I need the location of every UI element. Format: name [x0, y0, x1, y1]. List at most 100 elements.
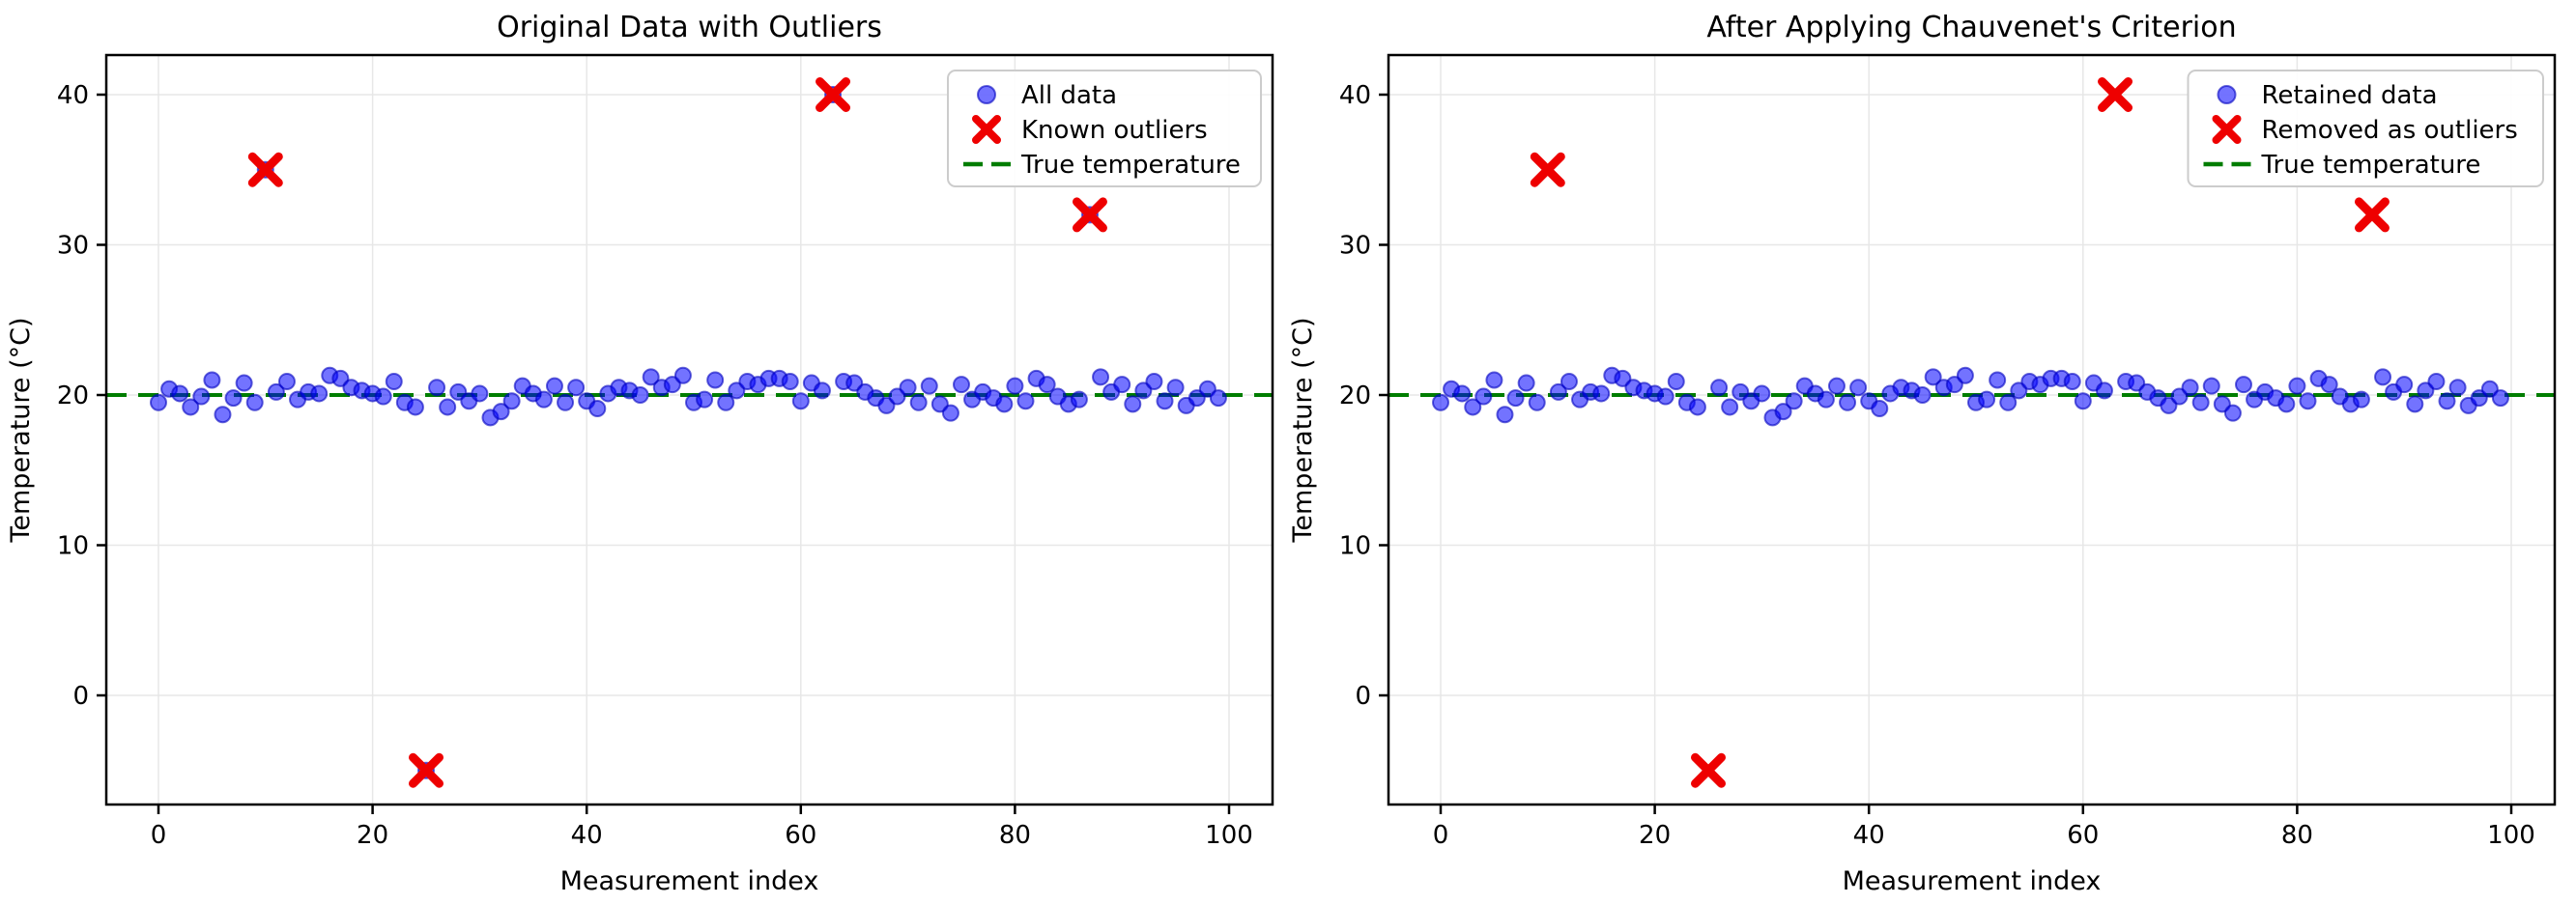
legend-label: True temperature: [1020, 151, 1241, 180]
y-tick-label: 0: [1355, 682, 1371, 711]
axes-frame: [104, 53, 1274, 806]
data-point: [696, 390, 714, 409]
original-data-chart: 0 20 40 60 80 100 0 10 20 30 40 Original Data with …: [6, 11, 1274, 896]
data-point: [2374, 368, 2392, 386]
y-tick-label: 10: [57, 532, 89, 561]
x-marker: [2354, 197, 2390, 233]
data-point: [2427, 373, 2446, 391]
y-tick-label: 30: [1339, 232, 1371, 261]
data-point: [909, 393, 928, 411]
y-tick-label: 20: [1339, 381, 1371, 410]
data-point: [2202, 377, 2220, 395]
data-point: [235, 374, 253, 392]
x-tick-label: 80: [2281, 821, 2313, 850]
data-point: [2191, 393, 2210, 411]
data-point: [428, 379, 446, 397]
data-point: [1113, 376, 1131, 394]
data-point: [1871, 399, 1889, 417]
data-point: [245, 393, 264, 411]
data-point: [1774, 403, 1792, 421]
data-point: [953, 376, 970, 394]
y-tick-label: 40: [1339, 81, 1371, 110]
y-axis-ticks: 0 10 20 30 40: [57, 81, 106, 711]
x-tick-label: 60: [785, 821, 816, 850]
data-point: [374, 387, 392, 406]
outlier-markers: [1530, 77, 2390, 788]
data-point: [673, 366, 692, 384]
data-point: [1016, 392, 1035, 410]
y-axis-label: Temperature (°C): [1288, 317, 1318, 543]
legend-circle-marker: [2217, 85, 2237, 104]
data-point: [567, 379, 586, 397]
x-tick-label: 100: [2487, 821, 2535, 850]
x-tick-label: 0: [151, 821, 167, 850]
data-point: [1560, 373, 1578, 391]
data-point: [192, 387, 211, 406]
chauvenet-chart: 0 20 40 60 80 100 0 10 20 30 40 After Applying Chau…: [1288, 11, 2557, 896]
y-tick-label: 0: [72, 682, 89, 711]
data-point: [791, 392, 810, 410]
data-point: [2063, 373, 2081, 391]
data-point: [1485, 371, 1503, 389]
data-point: [2181, 379, 2199, 397]
data-point: [1989, 371, 2007, 389]
data-point: [588, 399, 607, 417]
data-point: [385, 373, 403, 391]
y-tick-label: 10: [1339, 532, 1371, 561]
data-point: [1688, 398, 1706, 416]
x-tick-label: 20: [357, 821, 388, 850]
x-marker: [409, 752, 444, 788]
data-point: [1667, 373, 1685, 391]
x-axis-label: Measurement index: [1843, 866, 2102, 896]
data-point: [1166, 379, 1185, 397]
outlier-markers: [247, 77, 1107, 788]
data-point: [471, 384, 489, 403]
data-point: [545, 377, 563, 395]
x-axis-ticks: 0 20 40 60 80 100: [1433, 805, 2535, 850]
legend-label: True temperature: [2261, 151, 2481, 180]
data-point: [2095, 381, 2113, 400]
data-point: [277, 373, 296, 391]
data-point: [1978, 390, 1996, 409]
data-point: [2235, 376, 2252, 394]
data-point: [1839, 393, 1857, 411]
x-tick-label: 0: [1433, 821, 1449, 850]
data-point: [310, 384, 329, 403]
data-point: [781, 373, 799, 391]
x-tick-label: 40: [571, 821, 603, 850]
x-marker: [1530, 152, 1565, 187]
y-tick-label: 30: [57, 232, 89, 261]
data-point: [1092, 368, 1110, 386]
data-point: [267, 382, 285, 401]
data-point: [1124, 395, 1142, 413]
y-tick-label: 40: [57, 81, 89, 110]
x-tick-label: 60: [2067, 821, 2099, 850]
legend-label: All data: [1021, 81, 1117, 110]
data-point: [1038, 376, 1056, 394]
data-point: [1827, 377, 1846, 395]
data-points: [150, 86, 1227, 779]
data-point: [631, 386, 649, 404]
legend-label: Retained data: [2262, 81, 2438, 110]
data-point: [2438, 392, 2456, 410]
data-point: [2288, 377, 2306, 395]
x-marker: [1072, 197, 1107, 233]
data-point: [1817, 390, 1835, 409]
data-point: [920, 377, 938, 395]
data-point: [1956, 366, 1974, 384]
x-tick-label: 40: [1853, 821, 1885, 850]
data-point: [1145, 373, 1163, 391]
y-axis-ticks: 0 10 20 30 40: [1339, 81, 1388, 711]
data-point: [1999, 393, 2018, 411]
data-point: [941, 404, 959, 422]
legend-label: Removed as outliers: [2262, 116, 2518, 145]
data-point: [203, 371, 221, 389]
legend: All data Known outliers True temperature: [947, 70, 1262, 187]
data-point: [2352, 390, 2370, 409]
data-point: [406, 398, 424, 416]
legend-label: Known outliers: [1021, 116, 1208, 145]
data-point: [182, 398, 200, 416]
data-point: [1517, 374, 1535, 392]
x-marker: [816, 77, 851, 112]
